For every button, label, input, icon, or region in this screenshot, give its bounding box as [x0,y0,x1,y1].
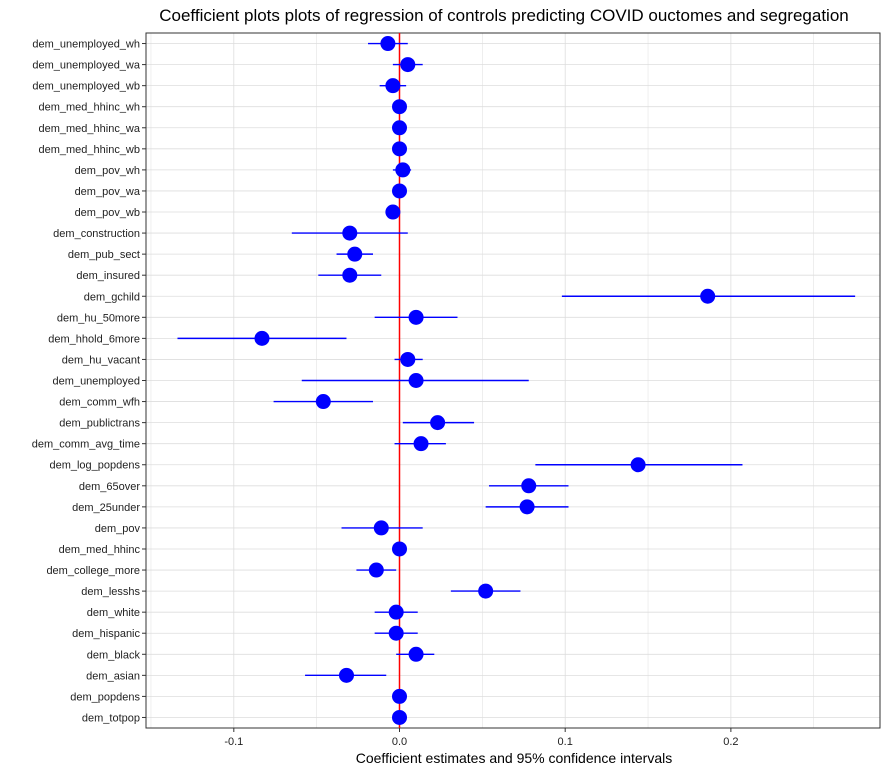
y-tick-label: dem_pov_wb [75,207,140,219]
coefficient-point [392,141,408,157]
coefficient-point [700,288,716,304]
x-axis-label: Coefficient estimates and 95% confidence… [356,750,672,766]
coefficient-point [373,520,389,536]
y-tick-label: dem_pov_wh [75,165,140,177]
x-tick-label: 0.1 [558,736,573,748]
coefficient-point [630,457,646,473]
y-tick-label: dem_med_hhinc_wh [38,102,140,114]
x-tick-label: -0.1 [224,736,243,748]
coefficient-point [254,330,270,346]
y-tick-label: dem_unemployed_wa [32,60,141,72]
coefficient-point [392,120,408,136]
y-tick-label: dem_25under [72,502,140,514]
y-tick-label: dem_hhold_6more [48,333,140,345]
y-tick-label: dem_hu_vacant [62,354,140,366]
coefficient-point [388,604,404,620]
y-tick-label: dem_college_more [46,565,140,577]
coefficient-point [342,267,358,283]
y-tick-label: dem_pub_sect [68,249,140,261]
y-tick-label: dem_totpop [82,712,140,724]
y-tick-label: dem_med_hhinc [59,544,141,556]
coefficient-point [347,246,363,262]
y-tick-label: dem_comm_avg_time [32,439,140,451]
coefficient-point [338,667,354,683]
plot-area: dem_unemployed_wh dem_unemployed_wa dem_un… [32,32,881,748]
coefficient-point [400,351,416,367]
y-tick-label: dem_pov [95,523,141,535]
coefficient-point [395,162,411,178]
coefficient-point [385,78,401,94]
coefficient-point [315,394,331,410]
y-tick-label: dem_publictrans [59,418,140,430]
y-tick-label: dem_lesshs [81,586,140,598]
y-tick-label: dem_gchild [84,291,140,303]
coefficient-point [392,541,408,557]
y-tick-label: dem_hu_50more [57,312,140,324]
coefficient-point [408,646,424,662]
coefficient-point [368,562,384,578]
coefficient-point [519,499,535,515]
coefficient-point [380,36,396,52]
coefficient-point [400,57,416,73]
coefficient-point [392,709,408,725]
coefficient-point [342,225,358,241]
y-tick-label: dem_unemployed_wh [32,39,140,51]
coefficient-point [388,625,404,641]
coefficient-point [413,436,429,452]
y-tick-label: dem_comm_wfh [59,397,140,409]
chart-title: Coefficient plots plots of regression of… [159,6,849,25]
y-tick-label: dem_unemployed [53,376,140,388]
y-tick-label: dem_white [87,607,140,619]
y-tick-label: dem_insured [76,270,140,282]
y-tick-label: dem_65over [79,481,140,493]
y-tick-label: dem_black [87,649,141,661]
coefficient-point [385,204,401,220]
y-tick-label: dem_popdens [70,691,140,703]
y-tick-label: dem_asian [86,670,140,682]
coefficient-point [392,99,408,115]
y-tick-label: dem_pov_wa [75,186,141,198]
y-tick-label: dem_med_hhinc_wa [38,123,140,135]
x-tick-label: 0.2 [723,736,738,748]
coefficient-point [408,309,424,325]
coefficient-point [521,478,537,494]
y-tick-label: dem_construction [53,228,140,240]
y-tick-label: dem_hispanic [72,628,140,640]
coefficient-point [408,373,424,388]
x-tick-label: 0.0 [392,736,407,748]
coefficient-point [478,583,494,599]
y-tick-label: dem_med_hhinc_wb [38,144,140,156]
y-tick-label: dem_log_popdens [49,460,140,472]
coefficient-point [392,688,408,704]
coefficient-point [392,183,408,199]
coefficient-point [430,415,446,431]
y-tick-label: dem_unemployed_wb [32,81,140,93]
